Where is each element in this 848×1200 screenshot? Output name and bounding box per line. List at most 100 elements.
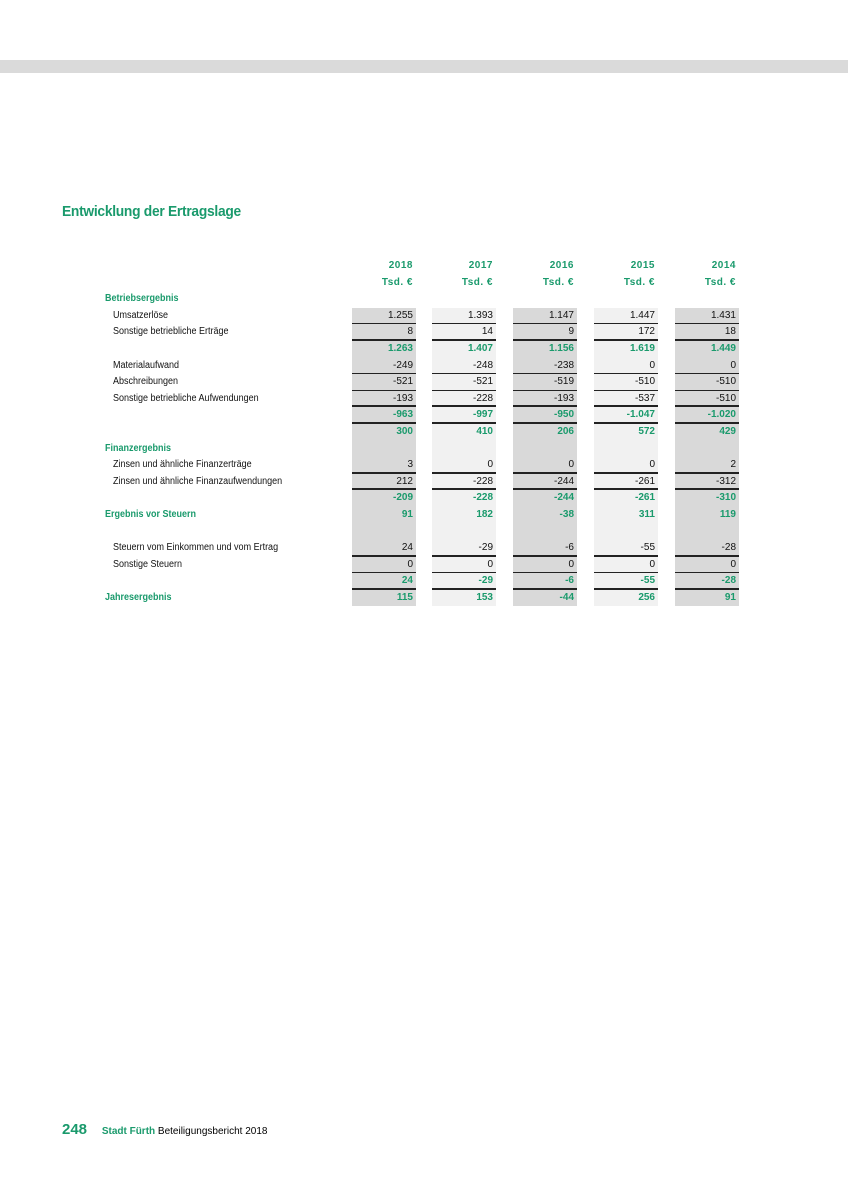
value-cell: -228: [432, 490, 496, 507]
value-cell: -261: [594, 473, 658, 491]
value-cell: -244: [513, 473, 577, 491]
value-cell: -521: [432, 374, 496, 391]
footer-brand: Stadt Fürth: [101, 1126, 156, 1137]
row-label: Jahresergebnis: [105, 591, 172, 603]
value-cell: -312: [675, 473, 739, 491]
value-cell: -55: [594, 573, 658, 590]
table-row: Jahresergebnis 115 153 -44 256 91: [0, 589, 848, 607]
value-cell: 91: [352, 506, 416, 524]
row-label: Steuern vom Einkommen und vom Ertrag: [113, 542, 279, 554]
value-cell: 1.263: [352, 340, 416, 358]
value-cell: [432, 523, 496, 541]
value-cell: 0: [432, 457, 496, 474]
value-cell: 1.393: [432, 307, 496, 325]
value-cell: 24: [352, 573, 416, 590]
value-cell: 9: [513, 324, 577, 341]
table-row: Betriebsergebnis: [0, 291, 848, 308]
value-cell: -193: [352, 390, 416, 408]
table-row: Sonstige Steuern 0 0 0 0 0: [0, 556, 848, 574]
value-cell: 429: [675, 423, 739, 441]
table-row: -209 -228 -244 -261 -310: [0, 490, 848, 507]
value-cell: 0: [675, 357, 739, 375]
page-number: 248: [62, 1121, 88, 1138]
value-cell: 24: [352, 540, 416, 557]
top-bar: [0, 60, 848, 73]
value-cell: -510: [594, 374, 658, 391]
value-cell: -193: [513, 390, 577, 408]
value-cell: 8: [352, 324, 416, 341]
value-cell: 1.255: [352, 307, 416, 325]
value-cell: 300: [352, 423, 416, 441]
value-cell: -1.047: [594, 407, 658, 424]
value-cell: 1.619: [594, 340, 658, 358]
value-cell: [513, 440, 577, 458]
value-cell: [675, 440, 739, 458]
value-cell: 1.449: [675, 340, 739, 358]
value-cell: 0: [594, 357, 658, 375]
table-row: 24 -29 -6 -55 -28: [0, 573, 848, 590]
table-row: Ergebnis vor Steuern 91 182 -38 311 119: [0, 506, 848, 524]
value-cell: 0: [594, 556, 658, 574]
value-cell: -38: [513, 506, 577, 524]
value-cell: -950: [513, 407, 577, 424]
value-cell: -28: [675, 540, 739, 557]
table-row: Steuern vom Einkommen und vom Ertrag 24 -2…: [0, 540, 848, 557]
year-header: 2017: [468, 260, 493, 271]
value-cell: 153: [432, 589, 496, 607]
value-cell: 182: [432, 506, 496, 524]
value-cell: 3: [352, 457, 416, 474]
unit-header-row: Tsd. € Tsd. € Tsd. € Tsd. € Tsd. €: [0, 275, 848, 292]
value-cell: [432, 440, 496, 458]
table-row: Zinsen und ähnliche Finanzerträge 3 0 0 0 2: [0, 457, 848, 474]
value-cell: 0: [352, 556, 416, 574]
row-label: Finanzergebnis: [105, 442, 172, 454]
row-label: Materialaufwand: [113, 359, 180, 371]
value-cell: -6: [513, 573, 577, 590]
unit-header: Tsd. €: [381, 276, 413, 288]
value-cell: -209: [352, 490, 416, 507]
row-label: Sonstige betriebliche Erträge: [113, 326, 229, 338]
value-cell: 1.407: [432, 340, 496, 358]
table-row: Sonstige betriebliche Erträge 8 14 9 172 18: [0, 324, 848, 341]
table-row: Abschreibungen -521 -521 -519 -510 -510: [0, 374, 848, 391]
value-cell: 1.156: [513, 340, 577, 358]
value-cell: -44: [513, 589, 577, 607]
page-title: Entwicklung der Ertragslage: [62, 203, 241, 220]
value-cell: 0: [594, 457, 658, 474]
value-cell: -244: [513, 490, 577, 507]
footer-report: Beteiligungsbericht 2018: [157, 1126, 268, 1137]
value-cell: 0: [432, 556, 496, 574]
value-cell: -521: [352, 374, 416, 391]
value-cell: 0: [513, 556, 577, 574]
value-cell: [352, 440, 416, 458]
value-cell: -261: [594, 490, 658, 507]
value-cell: [352, 523, 416, 541]
value-cell: 311: [594, 506, 658, 524]
table-row: -963 -997 -950 -1.047 -1.020: [0, 407, 848, 424]
value-cell: -28: [675, 573, 739, 590]
value-cell: 1.431: [675, 307, 739, 325]
value-cell: 256: [594, 589, 658, 607]
year-header: 2014: [711, 260, 736, 271]
value-cell: -228: [432, 473, 496, 491]
unit-header: Tsd. €: [542, 276, 574, 288]
value-cell: 115: [352, 589, 416, 607]
value-cell: [594, 523, 658, 541]
table-row: [0, 523, 848, 541]
value-cell: -228: [432, 390, 496, 408]
value-cell: 212: [352, 473, 416, 491]
value-cell: -248: [432, 357, 496, 375]
unit-header: Tsd. €: [704, 276, 736, 288]
table-row: Materialaufwand -249 -248 -238 0 0: [0, 357, 848, 375]
value-cell: -29: [432, 573, 496, 590]
row-label: Betriebsergebnis: [105, 293, 179, 305]
value-cell: 18: [675, 324, 739, 341]
value-cell: -1.020: [675, 407, 739, 424]
row-label: Sonstige Steuern: [113, 558, 183, 570]
table-row: Finanzergebnis: [0, 440, 848, 458]
value-cell: -238: [513, 357, 577, 375]
unit-header: Tsd. €: [623, 276, 655, 288]
value-cell: 91: [675, 589, 739, 607]
row-label: Zinsen und ähnliche Finanzerträge: [113, 459, 252, 471]
